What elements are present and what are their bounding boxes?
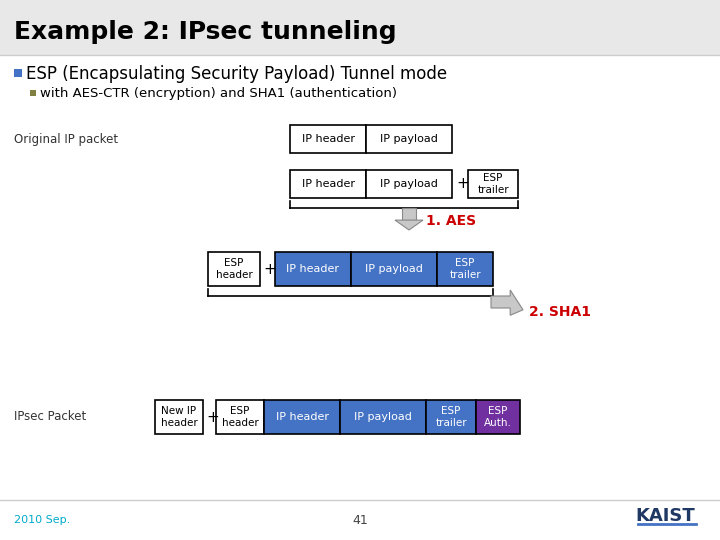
Text: ESP
trailer: ESP trailer [449,258,481,280]
Text: Example 2: IPsec tunneling: Example 2: IPsec tunneling [14,20,397,44]
Bar [0,0,720,55]
Text: +: + [206,409,219,424]
Text: +: + [456,177,469,192]
Text: ESP
trailer: ESP trailer [477,173,509,195]
Text: IP payload: IP payload [354,412,412,422]
Bar [340,400,426,434]
Text: IP payload: IP payload [365,264,423,274]
Text: ESP
trailer: ESP trailer [435,406,467,428]
Text: IP header: IP header [276,412,328,422]
Bar [208,252,260,286]
Bar [264,400,340,434]
Polygon shape [402,208,416,220]
Bar [275,252,351,286]
Text: KAIST: KAIST [635,507,695,525]
Text: New IP
header: New IP header [161,406,197,428]
Bar [30,90,36,96]
Text: IP payload: IP payload [380,134,438,144]
Text: IP payload: IP payload [380,179,438,189]
Text: IPsec Packet: IPsec Packet [14,410,86,423]
Text: 2010 Sep.: 2010 Sep. [14,515,71,525]
Text: ESP
header: ESP header [222,406,258,428]
Text: Original IP packet: Original IP packet [14,132,118,145]
Bar [216,400,264,434]
Bar [426,400,476,434]
Bar [468,170,518,198]
Bar [155,400,203,434]
Text: 1. AES: 1. AES [426,214,476,228]
Bar [351,252,437,286]
Polygon shape [395,220,423,230]
Bar [437,252,493,286]
Text: 41: 41 [352,514,368,526]
Text: IP header: IP header [302,179,354,189]
Text: IP header: IP header [302,134,354,144]
Text: +: + [263,261,276,276]
Text: 2. SHA1: 2. SHA1 [529,305,591,319]
Text: ESP
header: ESP header [215,258,253,280]
Text: IP header: IP header [287,264,340,274]
Bar [476,400,520,434]
Text: ESP (Encapsulating Security Payload) Tunnel mode: ESP (Encapsulating Security Payload) Tun… [26,65,447,83]
Text: with AES-CTR (encryption) and SHA1 (authentication): with AES-CTR (encryption) and SHA1 (auth… [40,87,397,100]
Bar [290,125,366,153]
Polygon shape [491,290,523,315]
Text: ESP
Auth.: ESP Auth. [484,406,512,428]
Bar [14,69,22,77]
Bar [290,170,366,198]
Bar [366,170,452,198]
Bar [366,125,452,153]
